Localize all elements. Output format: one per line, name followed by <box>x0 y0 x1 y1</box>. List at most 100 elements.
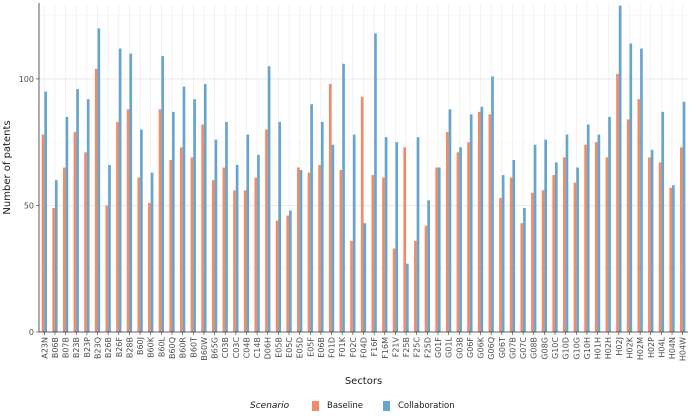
x-tick-label: B60L <box>157 336 166 357</box>
x-tick-label: B60T <box>189 337 198 358</box>
x-tick-label: E05C <box>285 337 294 358</box>
bar-collaboration-h02k <box>629 43 633 332</box>
bar-collaboration-g06k <box>480 106 484 332</box>
bar-collaboration-b26b <box>108 164 111 332</box>
bar-collaboration-b26f <box>118 48 122 333</box>
bar-baseline-e05c <box>286 215 290 332</box>
bar-baseline-e05f <box>307 172 311 332</box>
bar-baseline-b26f <box>116 121 119 332</box>
bar-baseline-g10h <box>584 144 587 332</box>
bar-baseline-f25b <box>403 147 407 332</box>
x-tick-label: B23P <box>83 337 92 358</box>
bar-collaboration-g08b <box>533 144 537 332</box>
x-tick-label: C03C <box>232 337 241 359</box>
bar-baseline-f04d <box>360 96 364 332</box>
x-tick-label: F25B <box>402 337 411 357</box>
x-tick-label: B23B <box>72 337 81 358</box>
x-tick-label: H02P <box>647 337 656 358</box>
bar-collaboration-g08g <box>544 139 548 332</box>
bar-collaboration-g10c <box>555 162 558 332</box>
y-tick-label: 0 <box>29 328 34 337</box>
bar-baseline-h04l <box>658 162 662 332</box>
bar-baseline-b07b <box>62 167 66 332</box>
bar-baseline-a23n <box>41 134 45 332</box>
x-tick-label: F25D <box>423 337 432 358</box>
bar-collaboration-b60k <box>150 172 154 332</box>
bar-collaboration-f21v <box>395 142 399 332</box>
bar-collaboration-e05f <box>310 104 313 332</box>
bar-baseline-g06t <box>499 197 502 332</box>
bar-baseline-b28b <box>126 109 130 333</box>
bar-baseline-b60q <box>169 159 172 332</box>
x-tick-label: F16M <box>381 337 390 359</box>
bar-baseline-h02k <box>626 119 630 333</box>
bar-baseline-b06b <box>52 207 55 332</box>
bar-collaboration-h02j <box>618 5 622 333</box>
bar-baseline-f01k <box>339 170 343 332</box>
bar-baseline-b23p <box>84 152 87 332</box>
x-tick-label: H02H <box>604 337 613 359</box>
bar-baseline-b23b <box>73 132 77 332</box>
bar-baseline-g07b <box>509 177 513 332</box>
bar-collaboration-b60l <box>161 56 165 333</box>
x-tick-label: B26B <box>104 337 113 358</box>
bar-baseline-g01l <box>445 132 449 332</box>
x-tick-label: B60Q <box>168 337 177 359</box>
x-tick-label: C14B <box>253 337 262 358</box>
y-axis-title: Number of patents <box>2 120 13 214</box>
bar-baseline-g03b <box>456 152 460 332</box>
bar-collaboration-b60t <box>193 99 196 333</box>
x-tick-label: F21V <box>391 336 400 357</box>
bar-collaboration-g06t <box>501 175 505 332</box>
x-tick-label: B07B <box>62 337 71 358</box>
bar-collaboration-b60j <box>140 129 143 332</box>
x-tick-label: E05D <box>296 337 305 358</box>
x-tick-label: F02C <box>349 337 358 358</box>
bar-collaboration-f25c <box>416 137 420 332</box>
bar-baseline-f16m <box>382 177 385 332</box>
bar-collaboration-f25d <box>427 200 430 332</box>
bar-baseline-b60t <box>190 157 194 332</box>
x-tick-label: G06K <box>477 336 486 358</box>
bar-collaboration-g01f <box>437 167 441 332</box>
x-tick-label: B60J <box>136 337 145 355</box>
bar-collaboration-f16f <box>374 33 377 332</box>
bar-collaboration-g06f <box>469 114 473 332</box>
bar-baseline-f16f <box>371 175 375 332</box>
bar-collaboration-b23p <box>86 99 90 333</box>
x-tick-label: B26F <box>115 337 124 358</box>
bar-baseline-g06k <box>477 111 481 332</box>
bar-collaboration-f25b <box>406 263 409 332</box>
x-tick-label: G08G <box>540 337 549 360</box>
bar-baseline-c03c <box>233 190 236 332</box>
bar-baseline-g01f <box>435 167 438 332</box>
bar-baseline-f02c <box>350 240 353 332</box>
x-tick-label: E05B <box>274 337 283 358</box>
bar-collaboration-g01l <box>448 109 452 333</box>
bar-baseline-b65g <box>211 180 215 332</box>
x-tick-label: H02K <box>625 336 634 358</box>
bar-baseline-g08b <box>531 192 534 332</box>
bar-baseline-b60l <box>158 109 162 333</box>
x-tick-label: G01F <box>434 337 443 358</box>
bar-baseline-h02j <box>616 73 619 332</box>
x-tick-label: G03B <box>455 337 464 359</box>
bar-collaboration-c04b <box>246 134 250 332</box>
bar-baseline-d06h <box>265 129 268 332</box>
legend-swatch-collaboration <box>383 401 390 411</box>
x-tick-label: D06H <box>264 337 273 359</box>
bar-collaboration-h02m <box>640 48 643 333</box>
bar-collaboration-g10h <box>586 124 590 332</box>
bar-collaboration-b28b <box>129 53 133 332</box>
bar-collaboration-h04w <box>682 101 686 332</box>
x-tick-label: B06B <box>51 337 60 358</box>
bar-collaboration-c14b <box>257 154 260 332</box>
bar-collaboration-b23q <box>97 28 101 333</box>
x-tick-label: H02M <box>636 337 645 360</box>
bar-baseline-h02m <box>637 99 641 333</box>
bar-collaboration-f01d <box>331 144 335 332</box>
x-tick-label: B60W <box>200 337 209 361</box>
legend-swatch-baseline <box>312 401 319 411</box>
bar-collaboration-e05b <box>278 121 282 332</box>
